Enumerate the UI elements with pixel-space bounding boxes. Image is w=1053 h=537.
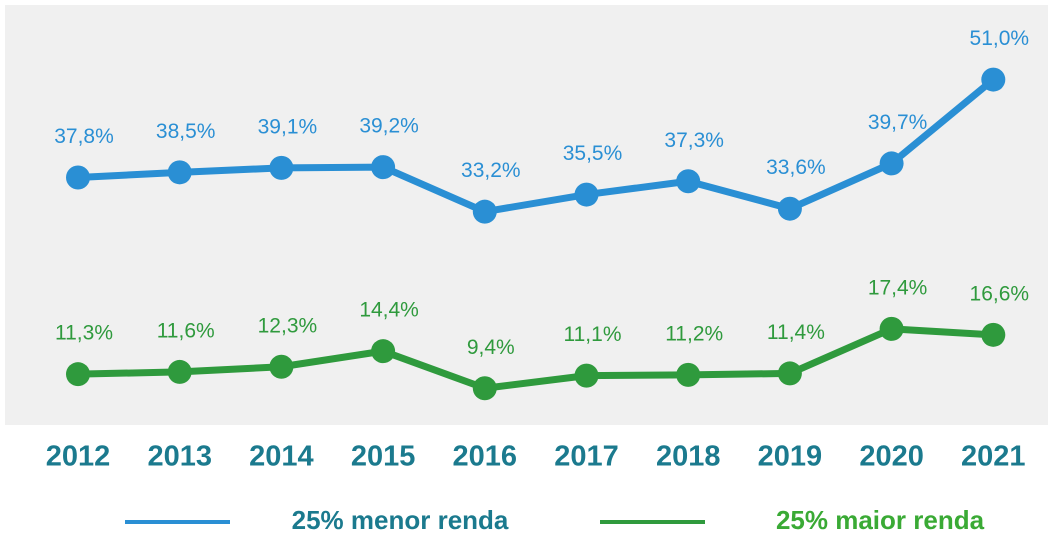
data-label: 33,2% <box>461 159 521 182</box>
data-label: 39,2% <box>359 115 419 138</box>
point <box>676 169 701 194</box>
data-label: 33,6% <box>766 156 826 179</box>
point <box>167 359 192 384</box>
x-tick-label: 2013 <box>147 441 212 473</box>
point <box>371 339 396 364</box>
point <box>167 160 192 185</box>
x-tick-label: 2017 <box>554 441 619 473</box>
point <box>574 363 599 388</box>
series-line <box>77 76 996 216</box>
data-label: 35,5% <box>563 142 623 165</box>
data-label: 51,0% <box>970 27 1030 50</box>
point <box>472 199 497 224</box>
data-label: 12,3% <box>258 314 318 337</box>
series-line <box>77 325 994 392</box>
data-label: 11,4% <box>767 321 825 344</box>
point <box>66 362 90 387</box>
x-tick-label: 2014 <box>249 441 314 473</box>
data-label: 9,4% <box>467 336 515 359</box>
data-label: 11,3% <box>55 322 113 345</box>
data-label: 11,6% <box>157 319 215 342</box>
point <box>676 362 701 387</box>
legend-label: 25% maior renda <box>776 505 985 535</box>
x-tick-label: 2016 <box>453 441 518 473</box>
point <box>66 165 90 190</box>
point <box>472 376 497 401</box>
x-tick-label: 2018 <box>656 441 721 473</box>
point <box>777 361 802 386</box>
data-label: 11,2% <box>665 322 723 345</box>
x-tick-label: 2021 <box>961 441 1026 473</box>
point <box>269 354 294 379</box>
point <box>981 67 1006 92</box>
x-tick-label: 2019 <box>758 441 823 473</box>
point <box>574 182 599 207</box>
data-label: 14,4% <box>359 299 419 322</box>
point <box>879 316 904 341</box>
point <box>981 322 1006 347</box>
data-label: 38,5% <box>156 120 216 143</box>
data-label: 37,8% <box>54 125 114 148</box>
x-tick-label: 2020 <box>859 441 924 473</box>
point <box>879 151 904 176</box>
data-label: 11,1% <box>564 323 622 346</box>
data-label: 39,7% <box>868 111 928 134</box>
x-tick-label: 2015 <box>351 441 416 473</box>
data-label: 16,6% <box>970 282 1030 305</box>
data-label: 39,1% <box>258 115 318 138</box>
point <box>371 155 396 180</box>
plot-background <box>5 5 1048 425</box>
legend-label: 25% menor renda <box>292 505 509 535</box>
data-label: 17,4% <box>868 276 928 299</box>
point <box>777 196 802 221</box>
point <box>269 155 294 180</box>
x-tick-label: 2012 <box>46 441 111 473</box>
data-label: 37,3% <box>664 129 724 152</box>
